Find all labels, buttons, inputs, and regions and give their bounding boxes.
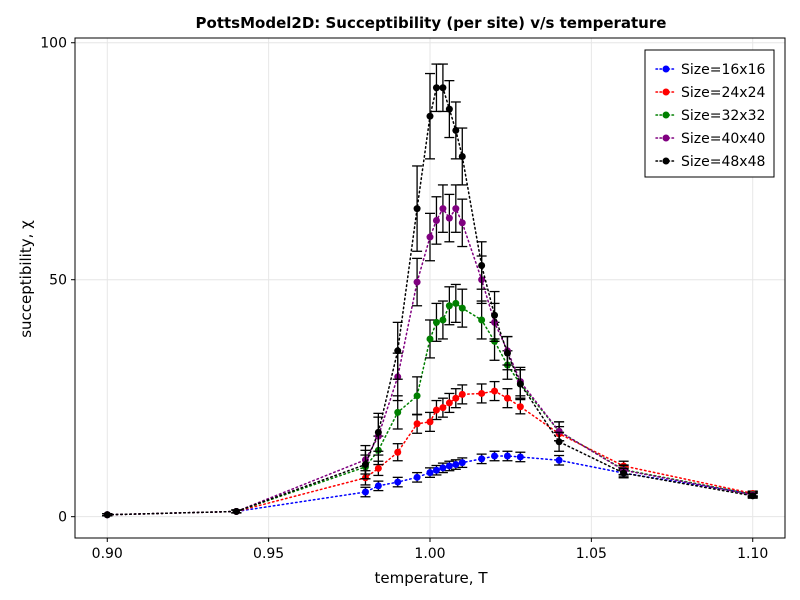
data-point (516, 453, 524, 461)
data-point (491, 311, 499, 319)
legend-item: Size=32x32 (655, 108, 765, 124)
legend-label: Size=48x48 (681, 154, 765, 170)
data-point (503, 452, 511, 460)
data-point (478, 389, 486, 397)
y-axis-label: succeptibility, χ (17, 220, 35, 338)
data-point (555, 427, 563, 435)
data-point (439, 464, 447, 472)
data-point (374, 482, 382, 490)
x-axis-label: temperature, T (375, 569, 489, 587)
y-tick-label: 100 (40, 36, 67, 52)
data-point (452, 461, 460, 469)
y-tick-label: 0 (58, 510, 67, 526)
data-point (458, 390, 466, 398)
legend-item: Size=24x24 (655, 85, 765, 101)
data-point (426, 112, 434, 120)
x-tick-label: 1.10 (737, 546, 768, 562)
data-point (413, 473, 421, 481)
data-point (432, 318, 440, 326)
data-point (458, 459, 466, 467)
data-point (361, 461, 369, 469)
x-tick-label: 0.90 (92, 546, 123, 562)
legend-swatch-marker (662, 157, 670, 165)
data-point (478, 455, 486, 463)
data-point (478, 316, 486, 324)
data-point (452, 394, 460, 402)
data-point (426, 469, 434, 477)
data-point (394, 478, 402, 486)
data-point (452, 205, 460, 213)
legend-label: Size=16x16 (681, 62, 765, 78)
series-0 (102, 450, 758, 519)
data-point (394, 347, 402, 355)
data-point (432, 216, 440, 224)
legend-swatch-marker (662, 65, 670, 73)
data-point (491, 452, 499, 460)
data-point (232, 507, 240, 515)
data-point (516, 403, 524, 411)
legend-item: Size=48x48 (655, 154, 765, 170)
data-point (452, 299, 460, 307)
data-point (555, 438, 563, 446)
data-point (491, 387, 499, 395)
data-point (555, 456, 563, 464)
data-point (478, 261, 486, 269)
chart-title: PottsModel2D: Succeptibility (per site) … (196, 14, 667, 32)
data-point (103, 511, 111, 519)
data-point (458, 304, 466, 312)
data-point (413, 420, 421, 428)
axes: 0.90 0.95 1.00 1.05 1.10 0 50 100 (40, 36, 768, 562)
series-4 (102, 63, 758, 519)
x-tick-label: 0.95 (253, 546, 284, 562)
legend: Size=16x16 Size=24x24 Size=32x32 Size=40x40… (644, 49, 775, 178)
data-point (361, 488, 369, 496)
data-point (458, 152, 466, 160)
legend-label: Size=32x32 (681, 108, 765, 124)
data-point (426, 418, 434, 426)
legend-swatch-marker (662, 88, 670, 96)
data-point (445, 302, 453, 310)
data-point (445, 214, 453, 222)
legend-swatch-marker (662, 111, 670, 119)
legend-label: Size=40x40 (681, 131, 765, 147)
legend-swatch-marker (662, 134, 670, 142)
data-point (413, 205, 421, 213)
data-point (516, 380, 524, 388)
data-point (439, 205, 447, 213)
data-point (749, 492, 757, 500)
data-point (620, 469, 628, 477)
data-point (445, 399, 453, 407)
data-point (394, 448, 402, 456)
legend-item: Size=16x16 (655, 62, 765, 78)
data-point (432, 406, 440, 414)
data-point (458, 219, 466, 227)
data-point (439, 404, 447, 412)
data-point (374, 464, 382, 472)
data-point (445, 105, 453, 113)
data-point (426, 233, 434, 241)
data-point (432, 84, 440, 92)
data-point (445, 462, 453, 470)
data-point (426, 335, 434, 343)
legend-item: Size=40x40 (655, 131, 765, 147)
x-tick-label: 1.00 (414, 546, 445, 562)
series-layer (102, 63, 758, 519)
data-point (413, 278, 421, 286)
data-point (439, 84, 447, 92)
data-point (374, 428, 382, 436)
data-point (503, 394, 511, 402)
x-tick-label: 1.05 (576, 546, 607, 562)
data-point (413, 392, 421, 400)
data-point (439, 316, 447, 324)
data-point (503, 349, 511, 357)
y-tick-label: 50 (49, 273, 67, 289)
data-point (452, 126, 460, 134)
data-point (432, 466, 440, 474)
legend-label: Size=24x24 (681, 85, 765, 101)
data-point (394, 408, 402, 416)
